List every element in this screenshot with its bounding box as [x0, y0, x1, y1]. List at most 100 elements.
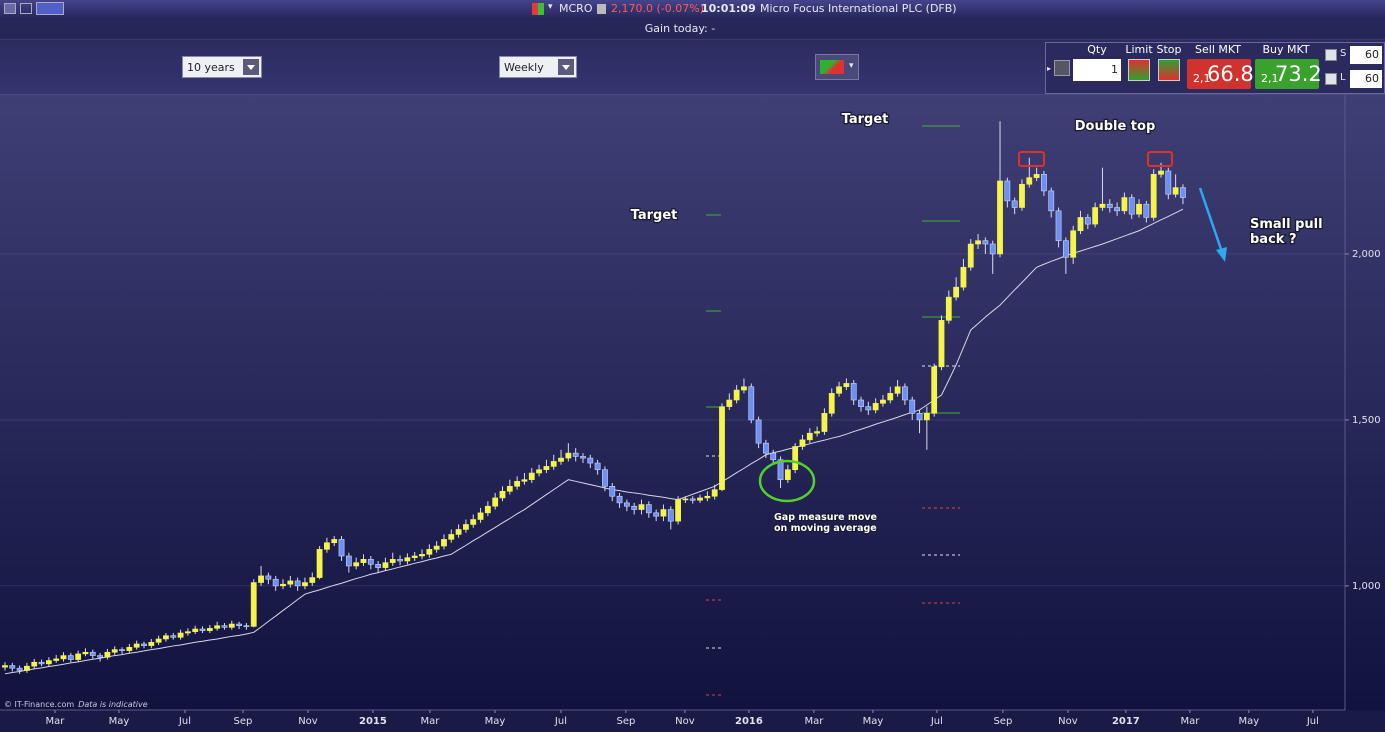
candle-body — [1180, 187, 1186, 198]
annotation-line: Target — [842, 112, 889, 127]
candle-body — [733, 389, 740, 401]
x-tick-label: 2017 — [1112, 716, 1140, 727]
interval: Weekly — [504, 61, 544, 74]
x-tick-label: Mar — [46, 716, 66, 727]
annotation-line: on moving average — [774, 522, 877, 533]
candle-body — [375, 563, 382, 568]
x-tick-label: Jul — [178, 716, 191, 727]
candle-body — [909, 399, 916, 414]
arrow — [1198, 187, 1224, 253]
x-tick-label: May — [485, 716, 506, 727]
candle-body — [1004, 180, 1011, 202]
qty-input[interactable]: 1 — [1073, 59, 1121, 81]
time: 10:01:09 — [701, 2, 756, 15]
period: 10 years — [187, 61, 235, 74]
candle-body — [945, 296, 952, 321]
candle-body — [748, 386, 755, 421]
highlight-box — [1018, 151, 1045, 167]
candle-body — [2, 665, 8, 668]
candle-body — [119, 649, 125, 651]
candle-body — [82, 651, 89, 655]
candle-body — [228, 623, 235, 628]
candle-body — [280, 583, 286, 587]
candle-body — [916, 412, 923, 421]
panel-arrow[interactable]: ▸ — [1047, 64, 1052, 73]
candle-body — [645, 504, 652, 514]
candle-body — [726, 399, 733, 407]
candle-body — [111, 649, 118, 653]
x-tick-label: Nov — [1058, 716, 1078, 727]
x-tick-label: Sep — [993, 716, 1012, 727]
candle-body — [762, 442, 769, 454]
period-select[interactable]: 10 years — [182, 56, 262, 78]
candle-body — [1026, 177, 1033, 185]
candle-body — [923, 412, 930, 421]
candle-body — [550, 461, 557, 467]
x-tick-label: Nov — [675, 716, 695, 727]
annotation: Target — [842, 112, 889, 127]
settings-button[interactable] — [1054, 60, 1070, 76]
highlight-circle — [758, 459, 816, 503]
candle-body — [653, 512, 660, 517]
candle-body — [697, 497, 703, 501]
y-tick-label: 1,500 — [1352, 415, 1381, 426]
candle-body — [192, 628, 199, 632]
sell-button[interactable]: 2,1 66.8 — [1187, 59, 1254, 89]
x-tick-label: May — [109, 716, 130, 727]
stop-button[interactable] — [1158, 59, 1180, 81]
candle-body — [382, 562, 389, 568]
dropdown-arrow[interactable]: ▾ — [548, 2, 553, 12]
candle-body — [433, 545, 440, 550]
candle-body — [484, 505, 491, 514]
candle-body — [316, 549, 323, 578]
candle-body — [638, 504, 645, 510]
candle-body — [806, 432, 813, 441]
candle-body — [1121, 197, 1128, 212]
indicator-button[interactable]: ▾ — [815, 54, 859, 80]
window-button[interactable] — [20, 3, 32, 14]
candle-body — [1143, 203, 1150, 218]
candle-body — [1150, 174, 1157, 218]
interval-select[interactable]: Weekly — [499, 56, 577, 78]
candle-body — [221, 625, 228, 628]
info-icon[interactable] — [597, 4, 606, 14]
indicator-icon — [820, 60, 844, 74]
buy-label: Buy MKT — [1262, 43, 1310, 56]
highlight-box — [1147, 151, 1173, 167]
l-input[interactable]: 60 — [1350, 70, 1382, 88]
candle-body — [141, 643, 147, 646]
candle-body — [45, 660, 52, 665]
candle-body — [75, 653, 82, 660]
x-tick-label: 2016 — [735, 716, 763, 727]
sell-price: 66.8 — [1207, 62, 1254, 86]
credit-note: Data is indicative — [78, 700, 148, 709]
candle-body — [177, 632, 184, 638]
candle-body — [104, 651, 111, 658]
chart-type-icon[interactable] — [532, 3, 544, 15]
buy-button[interactable]: 2,1 73.2 — [1255, 59, 1322, 89]
window-button[interactable] — [4, 3, 16, 14]
candle-body — [1099, 203, 1106, 208]
candle-body — [850, 383, 857, 401]
candle-body — [302, 582, 308, 587]
candle-body — [133, 643, 140, 648]
candle-body — [97, 655, 103, 658]
gain-today: Gain today: - — [644, 22, 716, 35]
candle-body — [953, 286, 960, 298]
s-checkbox[interactable] — [1325, 49, 1337, 61]
candle-body — [60, 655, 67, 660]
limit-button[interactable] — [1128, 59, 1150, 81]
candle-body — [38, 661, 45, 665]
candle-body — [1048, 190, 1055, 212]
candle-body — [16, 667, 23, 671]
candle-body — [880, 399, 886, 404]
price: 2,170.0 (-0.07%) — [611, 2, 704, 15]
window-button[interactable] — [36, 2, 64, 15]
candle-body — [1114, 207, 1120, 212]
candle-body — [814, 431, 821, 434]
limit-label: Limit — [1125, 43, 1153, 56]
l-checkbox[interactable] — [1325, 73, 1337, 85]
s-input[interactable]: 60 — [1350, 46, 1382, 64]
candle-body — [1041, 174, 1047, 192]
